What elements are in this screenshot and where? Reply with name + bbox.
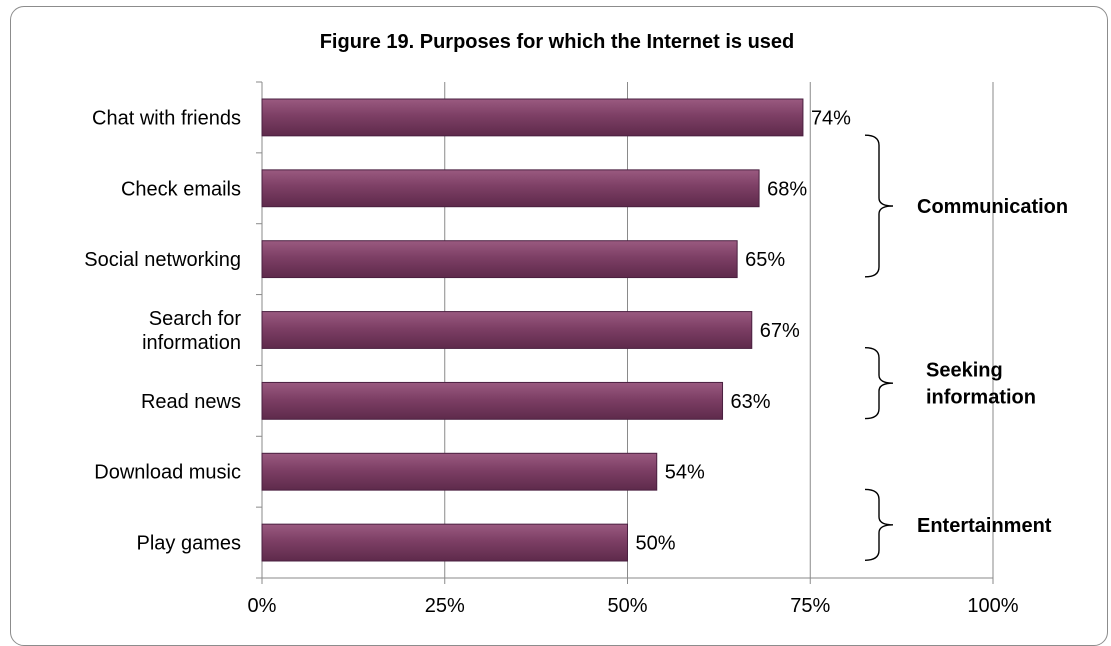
category-label: Read news [141, 391, 241, 413]
chart-title: Figure 19. Purposes for which the Intern… [320, 31, 795, 53]
bar [261, 240, 738, 279]
group-label: Entertainment [917, 515, 1052, 537]
value-label: 67% [760, 320, 800, 342]
bar [261, 169, 760, 208]
category-label: Check emails [121, 178, 241, 200]
group-bracket [864, 347, 894, 420]
value-label: 54% [665, 462, 705, 484]
bar [261, 523, 628, 562]
value-label: 50% [636, 533, 676, 555]
x-tick-label: 100% [967, 595, 1018, 617]
bar [261, 98, 804, 137]
x-tick-label: 25% [425, 595, 465, 617]
category-label: Download music [94, 462, 241, 484]
bar [261, 381, 724, 420]
group-bracket [864, 134, 894, 278]
category-label: Chat with friends [92, 107, 241, 129]
value-labels: 74% 68% 65% 67% 63% 54% 50% [636, 107, 852, 554]
category-labels: Chat with friends Check emails Social netw… [84, 107, 241, 554]
group-bracket [864, 488, 894, 561]
x-tick-label: 0% [248, 595, 277, 617]
group-annotations: Communication Seeking information Entertain… [864, 134, 1068, 561]
bar [261, 311, 753, 349]
category-label: Play games [137, 533, 242, 555]
bar [261, 452, 658, 491]
group-label: Communication [917, 196, 1068, 218]
value-label: 74% [811, 107, 851, 129]
category-label: Social networking [84, 249, 241, 271]
value-label: 65% [745, 249, 785, 271]
bars [261, 98, 804, 562]
bar-chart: Figure 19. Purposes for which the Intern… [84, 31, 1068, 617]
value-label: 63% [731, 391, 771, 413]
x-tick-label: 75% [790, 595, 830, 617]
group-label: Seeking information [926, 360, 1036, 409]
x-tick-label: 50% [607, 595, 647, 617]
x-tick-labels: 0% 25% 50% 75% 100% [248, 595, 1019, 617]
category-label: Search for information [142, 308, 241, 354]
value-label: 68% [767, 178, 807, 200]
